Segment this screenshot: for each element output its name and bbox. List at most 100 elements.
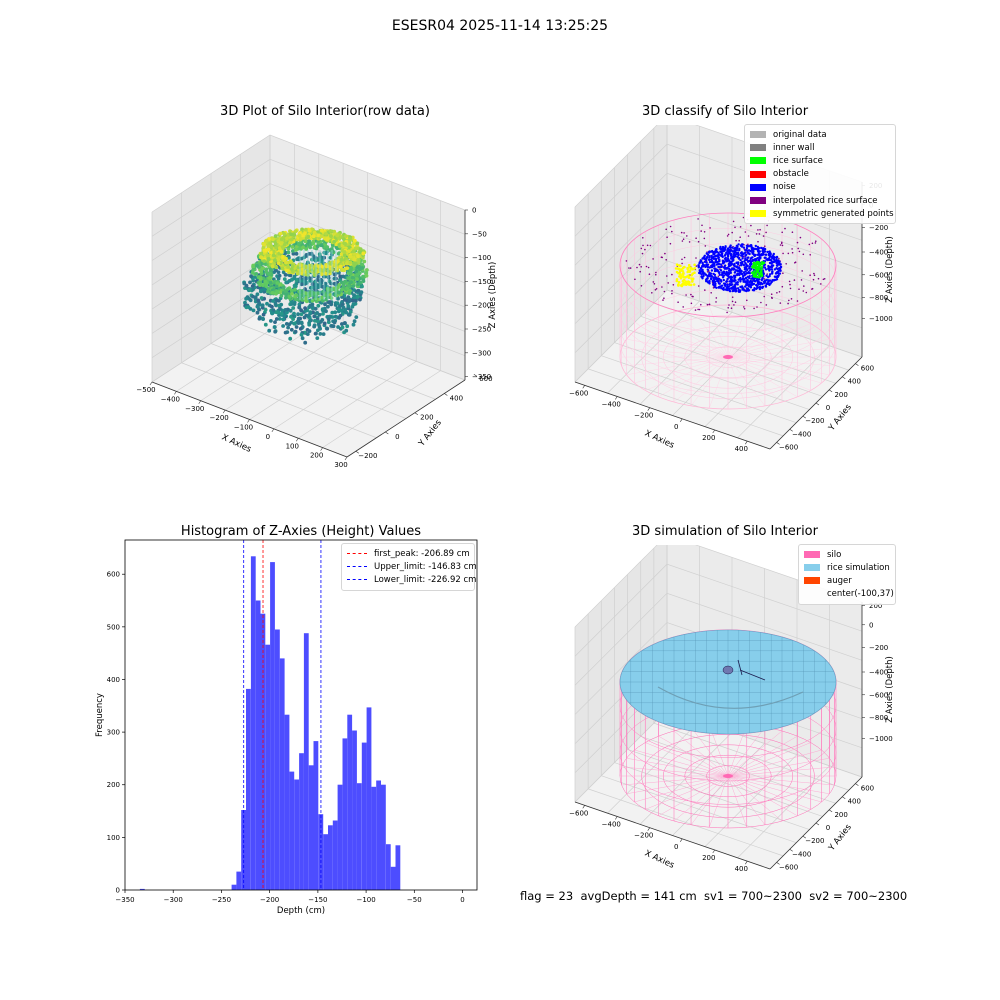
p1-z-axis-label: Z Axies (Depth): [488, 262, 498, 329]
p1-point: [330, 310, 335, 315]
p1-x-tick-label: −100: [234, 424, 253, 432]
p2-noise-point: [726, 248, 730, 252]
p2-noise-point: [755, 287, 758, 291]
p2-rice-point: [758, 272, 761, 276]
p1-point: [292, 321, 297, 326]
p1-point: [267, 328, 272, 333]
p1-y-tick-label: 600: [479, 375, 492, 383]
p2-interpolated-point: [796, 300, 799, 302]
p2-x-axis-line: [574, 381, 771, 450]
p2-interpolated-point: [667, 282, 669, 284]
p1-point: [251, 287, 256, 292]
p1-point: [286, 250, 291, 255]
p2-noise-point: [739, 258, 742, 262]
p2-interpolated-point: [771, 296, 773, 299]
p2-interpolated-point: [638, 263, 641, 266]
p1-z-tick-label: −100: [472, 254, 491, 262]
p1-point: [325, 326, 330, 331]
p1-point: [281, 324, 285, 328]
p2-noise-point: [739, 261, 743, 265]
p1-point: [244, 305, 249, 310]
p2-noise-point: [715, 277, 718, 280]
p2-noise-point: [766, 250, 769, 254]
p2-noise-point: [768, 261, 772, 265]
p1-point: [319, 295, 324, 300]
p1-point: [352, 319, 357, 324]
p2-interpolated-point: [813, 274, 816, 277]
p2-noise-point: [721, 287, 725, 291]
p2-noise-point: [724, 245, 727, 248]
p1-x-tick-label: 100: [286, 442, 299, 450]
p1-point: [289, 237, 294, 242]
histogram-bar: [342, 738, 348, 890]
p4-silo-floor-spoke: [634, 749, 729, 777]
p2-rice-point: [758, 276, 761, 279]
histogram-bar: [376, 780, 381, 890]
p1-point: [336, 296, 340, 301]
p3-x-tick-label: −50: [407, 896, 422, 904]
p1-point: [302, 276, 307, 281]
p2-interpolated-point: [665, 228, 667, 231]
p1-point: [273, 329, 278, 334]
panel3-histogram: −350 −300 −250 −200 −150 −100 −50 0 0 100 200 300 40…: [95, 539, 478, 916]
p2-noise-point: [765, 274, 768, 277]
p1-point: [340, 325, 345, 330]
p1-point: [286, 264, 291, 269]
p2-noise-point: [740, 263, 743, 267]
p2-interpolated-point: [706, 271, 709, 273]
p1-point: [266, 247, 271, 252]
histogram-bar: [270, 562, 275, 890]
p1-point: [342, 298, 347, 302]
p2-noise-point: [770, 264, 773, 268]
p1-grid-z: [151, 183, 466, 261]
p2-symmetric-point: [693, 263, 696, 267]
p2-noise-point: [732, 289, 735, 292]
p2-noise-point: [744, 285, 747, 288]
histogram-bar: [294, 779, 299, 890]
p2-interpolated-point: [652, 258, 654, 260]
p2-noise-point: [778, 272, 782, 275]
histogram-bar: [390, 866, 396, 890]
p1-point: [298, 276, 303, 281]
p2-noise-point: [768, 282, 772, 285]
p2-symmetric-point: [692, 283, 696, 286]
p1-point: [316, 303, 321, 308]
p2-noise-point: [735, 244, 739, 247]
p1-point: [337, 304, 342, 309]
p2-noise-point: [710, 269, 714, 272]
p2-noise-point: [750, 281, 754, 284]
p2-noise-point: [713, 250, 717, 254]
panel3-title: Histogram of Z-Axies (Height) Values: [180, 524, 422, 539]
p2-noise-point: [746, 275, 750, 278]
p1-point: [294, 325, 299, 329]
p2-interpolated-point: [744, 231, 747, 233]
p1-x-tick: [344, 456, 348, 461]
p2-interpolated-point: [805, 291, 808, 294]
p1-point: [326, 320, 331, 325]
legend-entry: rice simulation: [804, 561, 890, 574]
p2-symmetric-point: [675, 278, 679, 281]
p2-noise-point: [702, 274, 705, 278]
p2-noise-point: [706, 253, 710, 256]
p2-x-tick-label: 400: [735, 445, 748, 453]
p2-rice-point: [755, 270, 759, 274]
p1-point: [262, 242, 266, 247]
p2-interpolated-point: [798, 288, 800, 291]
p2-noise-point: [724, 253, 727, 256]
p2-noise-point: [709, 274, 712, 278]
p1-x-tick: [247, 419, 250, 423]
p4-silo-floor-spoke: [658, 735, 729, 777]
p1-x-tick-label: −300: [185, 405, 204, 413]
p1-point: [280, 266, 285, 271]
p2-rice-point: [751, 265, 754, 269]
p1-point: [261, 312, 266, 317]
p2-noise-point: [733, 271, 737, 274]
p4-silo-floor-spoke: [709, 775, 729, 828]
p2-noise-point: [776, 263, 780, 266]
p2-interpolated-point: [703, 237, 706, 240]
p2-noise-point: [773, 259, 776, 262]
p2-symmetric-point: [687, 263, 691, 267]
p1-point: [360, 266, 364, 270]
p3-y-tick-label: 400: [107, 676, 120, 684]
p2-interpolated-point: [746, 299, 748, 302]
